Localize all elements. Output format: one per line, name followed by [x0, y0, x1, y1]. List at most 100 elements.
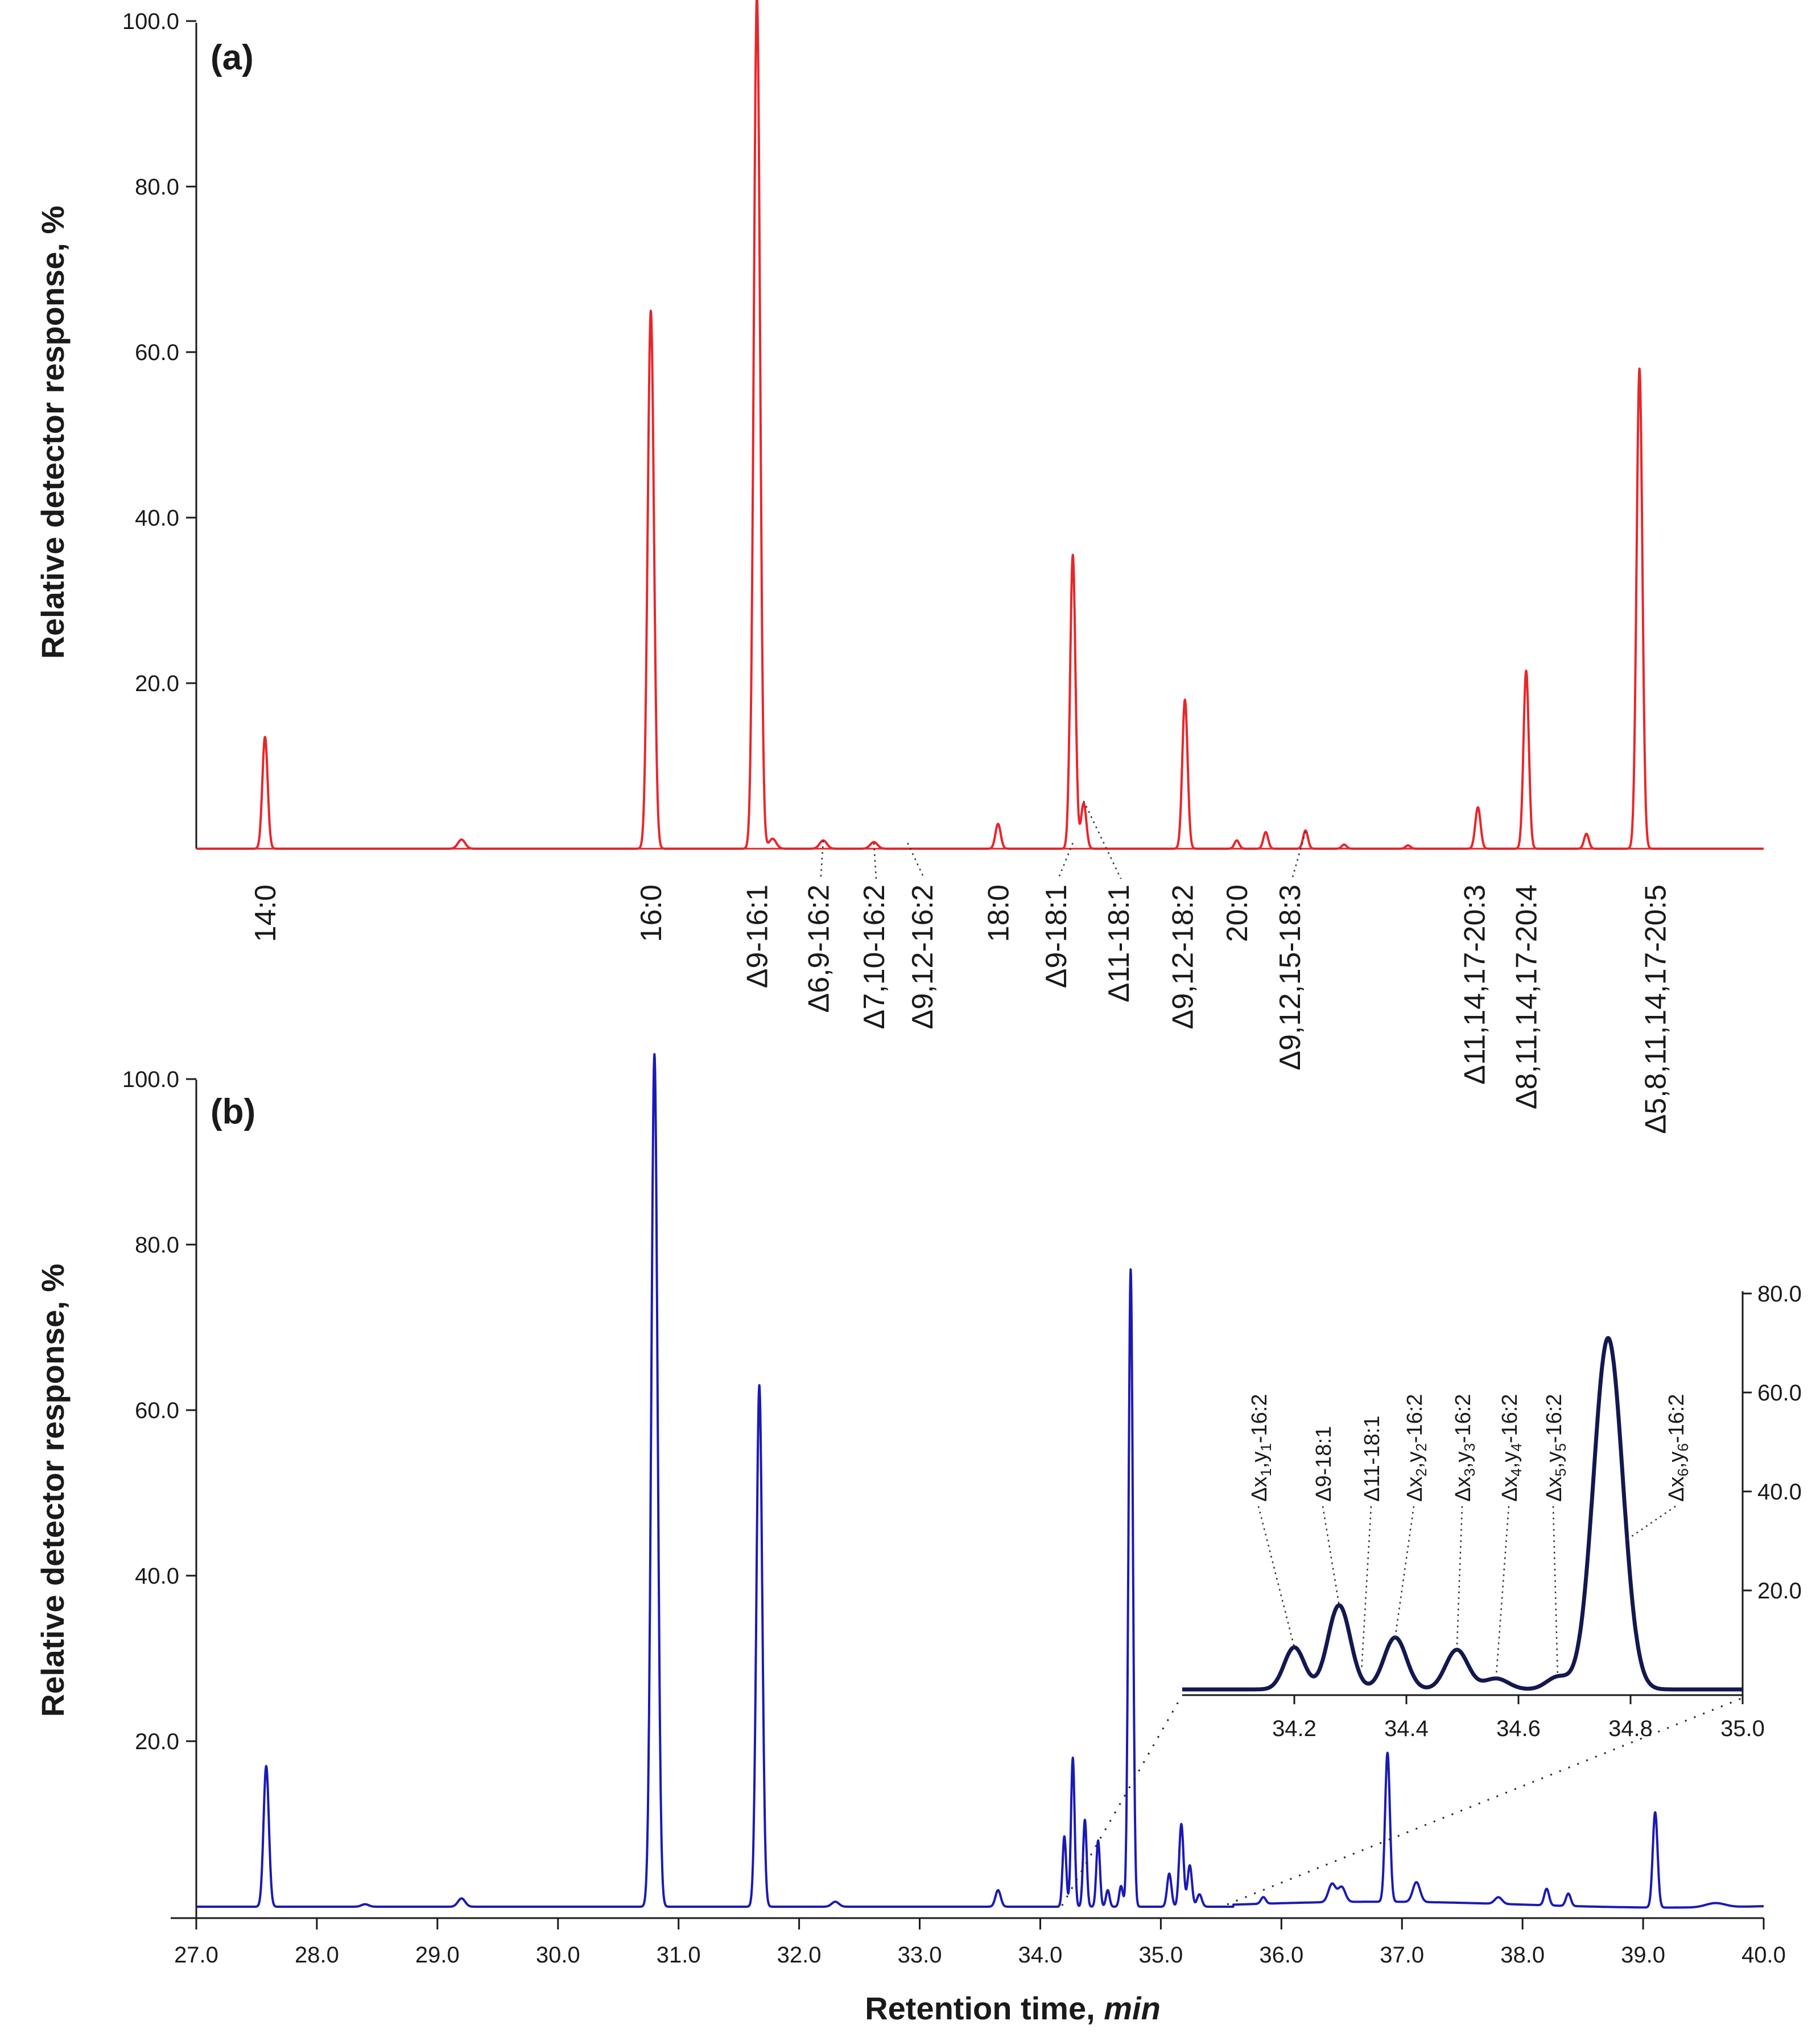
inset-x-tick-label: 34.8	[1608, 1716, 1653, 1741]
peak-label: Δ11-18:1	[1103, 885, 1136, 1002]
inset-peak-label-subscript: 1	[1257, 1443, 1274, 1451]
inset-peak-label-subscript: 5	[1552, 1468, 1569, 1476]
inset-peak-label: Δx3,y3-16:2	[1451, 1394, 1478, 1502]
peak-label: Δ9,12,15-18:3	[1274, 885, 1307, 1071]
peak-label: 18:0	[982, 885, 1015, 942]
inset-y-tick-label: 20.0	[1757, 1579, 1802, 1604]
peak-label: 16:0	[635, 885, 668, 942]
chromatogram-trace	[195, 1053, 1765, 1909]
zoom-guide-left	[1061, 1697, 1182, 1906]
inset-peak-label-text: ,y	[1665, 1452, 1689, 1469]
peak-label: Δ9-16:1	[741, 885, 774, 988]
inset-peak-label-subscript: 3	[1461, 1443, 1478, 1451]
x-tick-label: 31.0	[657, 1943, 701, 1968]
inset-peak-label: Δx5,y5-16:2	[1542, 1394, 1569, 1502]
inset-peak-label-text: ,y	[1542, 1452, 1566, 1469]
panel-label: (a)	[211, 38, 254, 77]
y-axis-title: Relative detector response, %	[35, 206, 71, 659]
inset-peak-label-text: ,y	[1403, 1452, 1427, 1469]
inset-y-tick-label: 80.0	[1757, 1282, 1802, 1307]
inset-peak-label-subscript: 4	[1508, 1468, 1525, 1476]
y-tick-label: 60.0	[135, 1398, 179, 1423]
y-tick-label: 60.0	[135, 340, 179, 365]
inset-peak-label-text: -16:2	[1248, 1394, 1272, 1443]
inset-peak-label-text: -16:2	[1403, 1394, 1427, 1443]
x-tick-label: 28.0	[295, 1943, 339, 1968]
y-tick-label: 80.0	[135, 175, 179, 200]
inset-peak-label: Δx6,y6-16:2	[1665, 1394, 1691, 1502]
x-tick-label: 37.0	[1380, 1943, 1424, 1968]
inset-x-tick-label: 34.4	[1384, 1716, 1429, 1741]
peak-label: Δ9,12-18:2	[1167, 885, 1200, 1029]
inset-label-leader	[1456, 1506, 1463, 1650]
x-tick-label: 34.0	[1018, 1943, 1063, 1968]
inset-peak-label: Δx1,y1-16:2	[1248, 1394, 1274, 1502]
inset-label-leader	[1624, 1505, 1676, 1542]
y-tick-label: 40.0	[135, 1564, 179, 1589]
inset-y-tick-label: 40.0	[1757, 1480, 1802, 1505]
inset-label-leader	[1495, 1506, 1510, 1679]
inset-peak-label-subscript: 4	[1508, 1443, 1525, 1451]
inset-peak-label-text: -16:2	[1542, 1394, 1566, 1443]
inset-y-tick-label: 60.0	[1757, 1381, 1802, 1406]
inset-label-leader	[1360, 1506, 1372, 1670]
chromatogram-trace	[195, 0, 1765, 850]
inset-peak-label: Δ11-18:1	[1360, 1416, 1384, 1502]
y-tick-label: 100.0	[122, 9, 179, 34]
inset-peak-label-subscript: 1	[1257, 1468, 1274, 1476]
inset-peak-label-text: -16:2	[1451, 1394, 1475, 1443]
inset-peak-label-text: Δx	[1451, 1477, 1475, 1502]
inset-peak-label-text: -16:2	[1665, 1394, 1689, 1443]
label-leader	[907, 842, 925, 879]
x-tick-label: 35.0	[1138, 1943, 1183, 1968]
y-axis-title: Relative detector response, %	[35, 1264, 71, 1717]
panel-b-inset: 34.2 34.4 34.6 34.8 35.080.060.040.020.0Δx1,…	[1181, 1282, 1802, 1741]
peak-label: Δ9-18:1	[1040, 885, 1073, 988]
x-tick-label: 33.0	[898, 1943, 942, 1968]
y-tick-label: 20.0	[135, 1729, 179, 1754]
label-leader	[1057, 842, 1074, 879]
y-tick-label: 40.0	[135, 506, 179, 531]
label-leader	[873, 842, 877, 879]
y-tick-label: 100.0	[122, 1067, 179, 1092]
peak-label: Δ5,8,11,14,17-20:5	[1639, 885, 1672, 1134]
peak-label: Δ6,9-16:2	[803, 885, 836, 1013]
x-tick-label: 30.0	[536, 1943, 580, 1968]
y-tick-label: 20.0	[135, 671, 179, 696]
x-tick-label: 39.0	[1621, 1943, 1665, 1968]
inset-trace	[1181, 1336, 1744, 1692]
peak-label: Δ7,10-16:2	[858, 885, 891, 1029]
inset-peak-label-subscript: 5	[1552, 1443, 1569, 1451]
panel-a: 100.0 80.0 60.0 40.0 20.0 Relative detector r…	[35, 0, 1765, 1134]
peak-label: 14:0	[249, 885, 282, 942]
inset-peak-label-text: Δx	[1665, 1477, 1689, 1502]
x-tick-label: 36.0	[1259, 1943, 1303, 1968]
inset-peak-label-subscript: 6	[1674, 1443, 1691, 1451]
inset-peak-label-text: Δx	[1248, 1477, 1272, 1502]
inset-label-leader	[1322, 1506, 1340, 1606]
inset-peak-label-subscript: 3	[1461, 1468, 1478, 1476]
x-axis-title: Retention time, min	[865, 1990, 1161, 2026]
x-tick-label: 29.0	[415, 1943, 460, 1968]
inset-label-leader	[1257, 1506, 1295, 1648]
inset-peak-label-text: ,y	[1498, 1452, 1522, 1469]
inset-peak-label-text: ,y	[1248, 1452, 1272, 1469]
peak-label: Δ11,14,17-20:3	[1458, 885, 1491, 1085]
x-tick-label: 27.0	[174, 1943, 218, 1968]
inset-peak-label-text: Δ9-18:1	[1312, 1426, 1336, 1502]
panel-b: 100.0 80.0 60.0 40.0 20.0 Relative detector r…	[35, 1053, 1786, 2026]
inset-label-leader	[1394, 1506, 1415, 1638]
x-axis-title-unit: min	[1104, 1990, 1161, 2026]
x-tick-label: 38.0	[1500, 1943, 1545, 1968]
y-tick-label: 80.0	[135, 1233, 179, 1258]
panel-label: (b)	[211, 1092, 255, 1131]
inset-x-tick-label: 35.0	[1720, 1716, 1765, 1741]
inset-peak-label: Δ9-18:1	[1312, 1426, 1336, 1502]
inset-peak-label-subscript: 2	[1413, 1443, 1430, 1451]
inset-peak-label-subscript: 6	[1674, 1468, 1691, 1476]
inset-peak-label-subscript: 2	[1413, 1468, 1430, 1476]
inset-peak-label-text: Δx	[1542, 1477, 1566, 1502]
inset-peak-label: Δx4,y4-16:2	[1498, 1394, 1525, 1502]
inset-peak-label: Δx2,y2-16:2	[1403, 1394, 1430, 1502]
